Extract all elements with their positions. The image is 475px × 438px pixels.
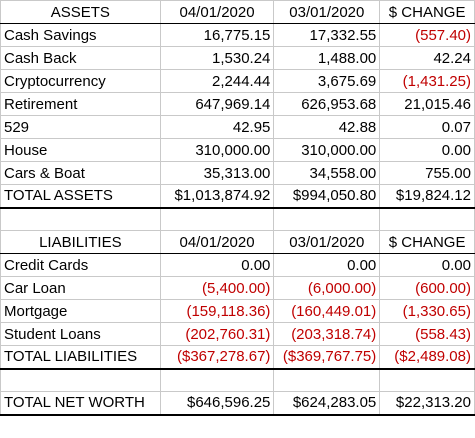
liability-row-value-cell[interactable]: (5,400.00) <box>159 276 275 300</box>
asset-row: Retirement 647,969.14 626,953.68 21,015.46 <box>0 92 475 116</box>
asset-row: Cryptocurrency 2,244.44 3,675.69 (1,431.25) <box>0 69 475 93</box>
total-assets-row-value-cell[interactable]: $994,050.80 <box>273 184 381 209</box>
liabilities-header-row-value-cell[interactable]: $ CHANGE <box>379 230 475 254</box>
liability-row-value-cell[interactable]: (558.43) <box>379 322 475 346</box>
asset-row-label-cell[interactable]: 529 <box>0 115 161 139</box>
liability-row-value-cell[interactable]: (6,000.00) <box>273 276 381 300</box>
assets-header-row-value-cell[interactable]: $ CHANGE <box>379 0 475 24</box>
asset-row-label-cell[interactable]: Cash Back <box>0 46 161 70</box>
asset-row-value-cell[interactable]: 1,530.24 <box>159 46 275 70</box>
liability-row-value-cell[interactable]: 0.00 <box>379 253 475 277</box>
asset-row-value-cell[interactable]: 42.24 <box>379 46 475 70</box>
liability-row-value-cell[interactable]: (159,118.36) <box>159 299 275 323</box>
liability-row: Student Loans (202,760.31) (203,318.74) (55… <box>0 322 475 346</box>
asset-row-value-cell[interactable]: 21,015.46 <box>379 92 475 116</box>
blank-row <box>0 207 475 231</box>
spreadsheet-body: ASSETS 04/01/2020 03/01/2020 $ CHANGE Cash S… <box>0 0 475 416</box>
asset-row-value-cell[interactable]: 3,675.69 <box>273 69 381 93</box>
asset-row-value-cell[interactable]: 1,488.00 <box>273 46 381 70</box>
total-net-worth-row: TOTAL NET WORTH $646,596.25 $624,283.05 $22… <box>0 391 475 416</box>
asset-row-value-cell[interactable]: 755.00 <box>379 161 475 185</box>
total-liabilities-row: TOTAL LIABILITIES ($367,278.67) ($369,767.… <box>0 345 475 370</box>
asset-row-value-cell[interactable]: (557.40) <box>379 23 475 47</box>
empty-cell[interactable] <box>159 368 275 392</box>
asset-row-value-cell[interactable]: 34,558.00 <box>273 161 381 185</box>
asset-row: Cars & Boat 35,313.00 34,558.00 755.00 <box>0 161 475 185</box>
asset-row: House 310,000.00 310,000.00 0.00 <box>0 138 475 162</box>
liability-row-label-cell[interactable]: Student Loans <box>0 322 161 346</box>
total-net-worth-row-value-cell[interactable]: $22,313.20 <box>379 391 475 416</box>
total-assets-row-label-cell[interactable]: TOTAL ASSETS <box>0 184 161 209</box>
asset-row-value-cell[interactable]: 310,000.00 <box>273 138 381 162</box>
assets-header-row: ASSETS 04/01/2020 03/01/2020 $ CHANGE <box>0 0 475 24</box>
liability-row: Mortgage (159,118.36) (160,449.01) (1,330.6… <box>0 299 475 323</box>
asset-row: Cash Savings 16,775.15 17,332.55 (557.40) <box>0 23 475 47</box>
assets-header-row-label-cell[interactable]: ASSETS <box>0 0 161 24</box>
liabilities-header-row-label-cell[interactable]: LIABILITIES <box>0 230 161 254</box>
total-liabilities-row-value-cell[interactable]: ($2,489.08) <box>379 345 475 370</box>
empty-cell[interactable] <box>379 207 475 231</box>
total-liabilities-row-value-cell[interactable]: ($367,278.67) <box>159 345 275 370</box>
liability-row-value-cell[interactable]: (203,318.74) <box>273 322 381 346</box>
asset-row-value-cell[interactable]: 42.88 <box>273 115 381 139</box>
assets-header-row-value-cell[interactable]: 04/01/2020 <box>159 0 275 24</box>
asset-row-value-cell[interactable]: 35,313.00 <box>159 161 275 185</box>
asset-row-value-cell[interactable]: (1,431.25) <box>379 69 475 93</box>
asset-row-label-cell[interactable]: House <box>0 138 161 162</box>
liability-row-label-cell[interactable]: Car Loan <box>0 276 161 300</box>
asset-row-value-cell[interactable]: 647,969.14 <box>159 92 275 116</box>
asset-row-value-cell[interactable]: 16,775.15 <box>159 23 275 47</box>
empty-cell[interactable] <box>0 368 161 392</box>
total-liabilities-row-label-cell[interactable]: TOTAL LIABILITIES <box>0 345 161 370</box>
asset-row-value-cell[interactable]: 0.00 <box>379 138 475 162</box>
total-assets-row-value-cell[interactable]: $1,013,874.92 <box>159 184 275 209</box>
empty-cell[interactable] <box>379 368 475 392</box>
liability-row-value-cell[interactable]: (1,330.65) <box>379 299 475 323</box>
asset-row: Cash Back 1,530.24 1,488.00 42.24 <box>0 46 475 70</box>
total-assets-row-value-cell[interactable]: $19,824.12 <box>379 184 475 209</box>
liability-row-label-cell[interactable]: Credit Cards <box>0 253 161 277</box>
asset-row: 529 42.95 42.88 0.07 <box>0 115 475 139</box>
asset-row-value-cell[interactable]: 310,000.00 <box>159 138 275 162</box>
empty-cell[interactable] <box>273 368 381 392</box>
asset-row-value-cell[interactable]: 17,332.55 <box>273 23 381 47</box>
total-net-worth-row-label-cell[interactable]: TOTAL NET WORTH <box>0 391 161 416</box>
asset-row-label-cell[interactable]: Cryptocurrency <box>0 69 161 93</box>
liabilities-header-row-value-cell[interactable]: 03/01/2020 <box>273 230 381 254</box>
liabilities-header-row-value-cell[interactable]: 04/01/2020 <box>159 230 275 254</box>
asset-row-value-cell[interactable]: 2,244.44 <box>159 69 275 93</box>
liabilities-header-row: LIABILITIES 04/01/2020 03/01/2020 $ CHANGE <box>0 230 475 254</box>
assets-header-row-value-cell[interactable]: 03/01/2020 <box>273 0 381 24</box>
liability-row-value-cell[interactable]: 0.00 <box>273 253 381 277</box>
blank-row <box>0 368 475 392</box>
net-worth-spreadsheet: ASSETS 04/01/2020 03/01/2020 $ CHANGE Cash S… <box>0 0 475 416</box>
asset-row-label-cell[interactable]: Cash Savings <box>0 23 161 47</box>
asset-row-value-cell[interactable]: 0.07 <box>379 115 475 139</box>
liability-row-value-cell[interactable]: 0.00 <box>159 253 275 277</box>
asset-row-value-cell[interactable]: 626,953.68 <box>273 92 381 116</box>
liability-row-label-cell[interactable]: Mortgage <box>0 299 161 323</box>
total-net-worth-row-value-cell[interactable]: $646,596.25 <box>159 391 275 416</box>
total-assets-row: TOTAL ASSETS $1,013,874.92 $994,050.80 $19,… <box>0 184 475 209</box>
total-liabilities-row-value-cell[interactable]: ($369,767.75) <box>273 345 381 370</box>
liability-row: Car Loan (5,400.00) (6,000.00) (600.00) <box>0 276 475 300</box>
empty-cell[interactable] <box>273 207 381 231</box>
asset-row-value-cell[interactable]: 42.95 <box>159 115 275 139</box>
liability-row-value-cell[interactable]: (160,449.01) <box>273 299 381 323</box>
asset-row-label-cell[interactable]: Cars & Boat <box>0 161 161 185</box>
asset-row-label-cell[interactable]: Retirement <box>0 92 161 116</box>
total-net-worth-row-value-cell[interactable]: $624,283.05 <box>273 391 381 416</box>
liability-row-value-cell[interactable]: (202,760.31) <box>159 322 275 346</box>
liability-row: Credit Cards 0.00 0.00 0.00 <box>0 253 475 277</box>
empty-cell[interactable] <box>0 207 161 231</box>
empty-cell[interactable] <box>159 207 275 231</box>
liability-row-value-cell[interactable]: (600.00) <box>379 276 475 300</box>
